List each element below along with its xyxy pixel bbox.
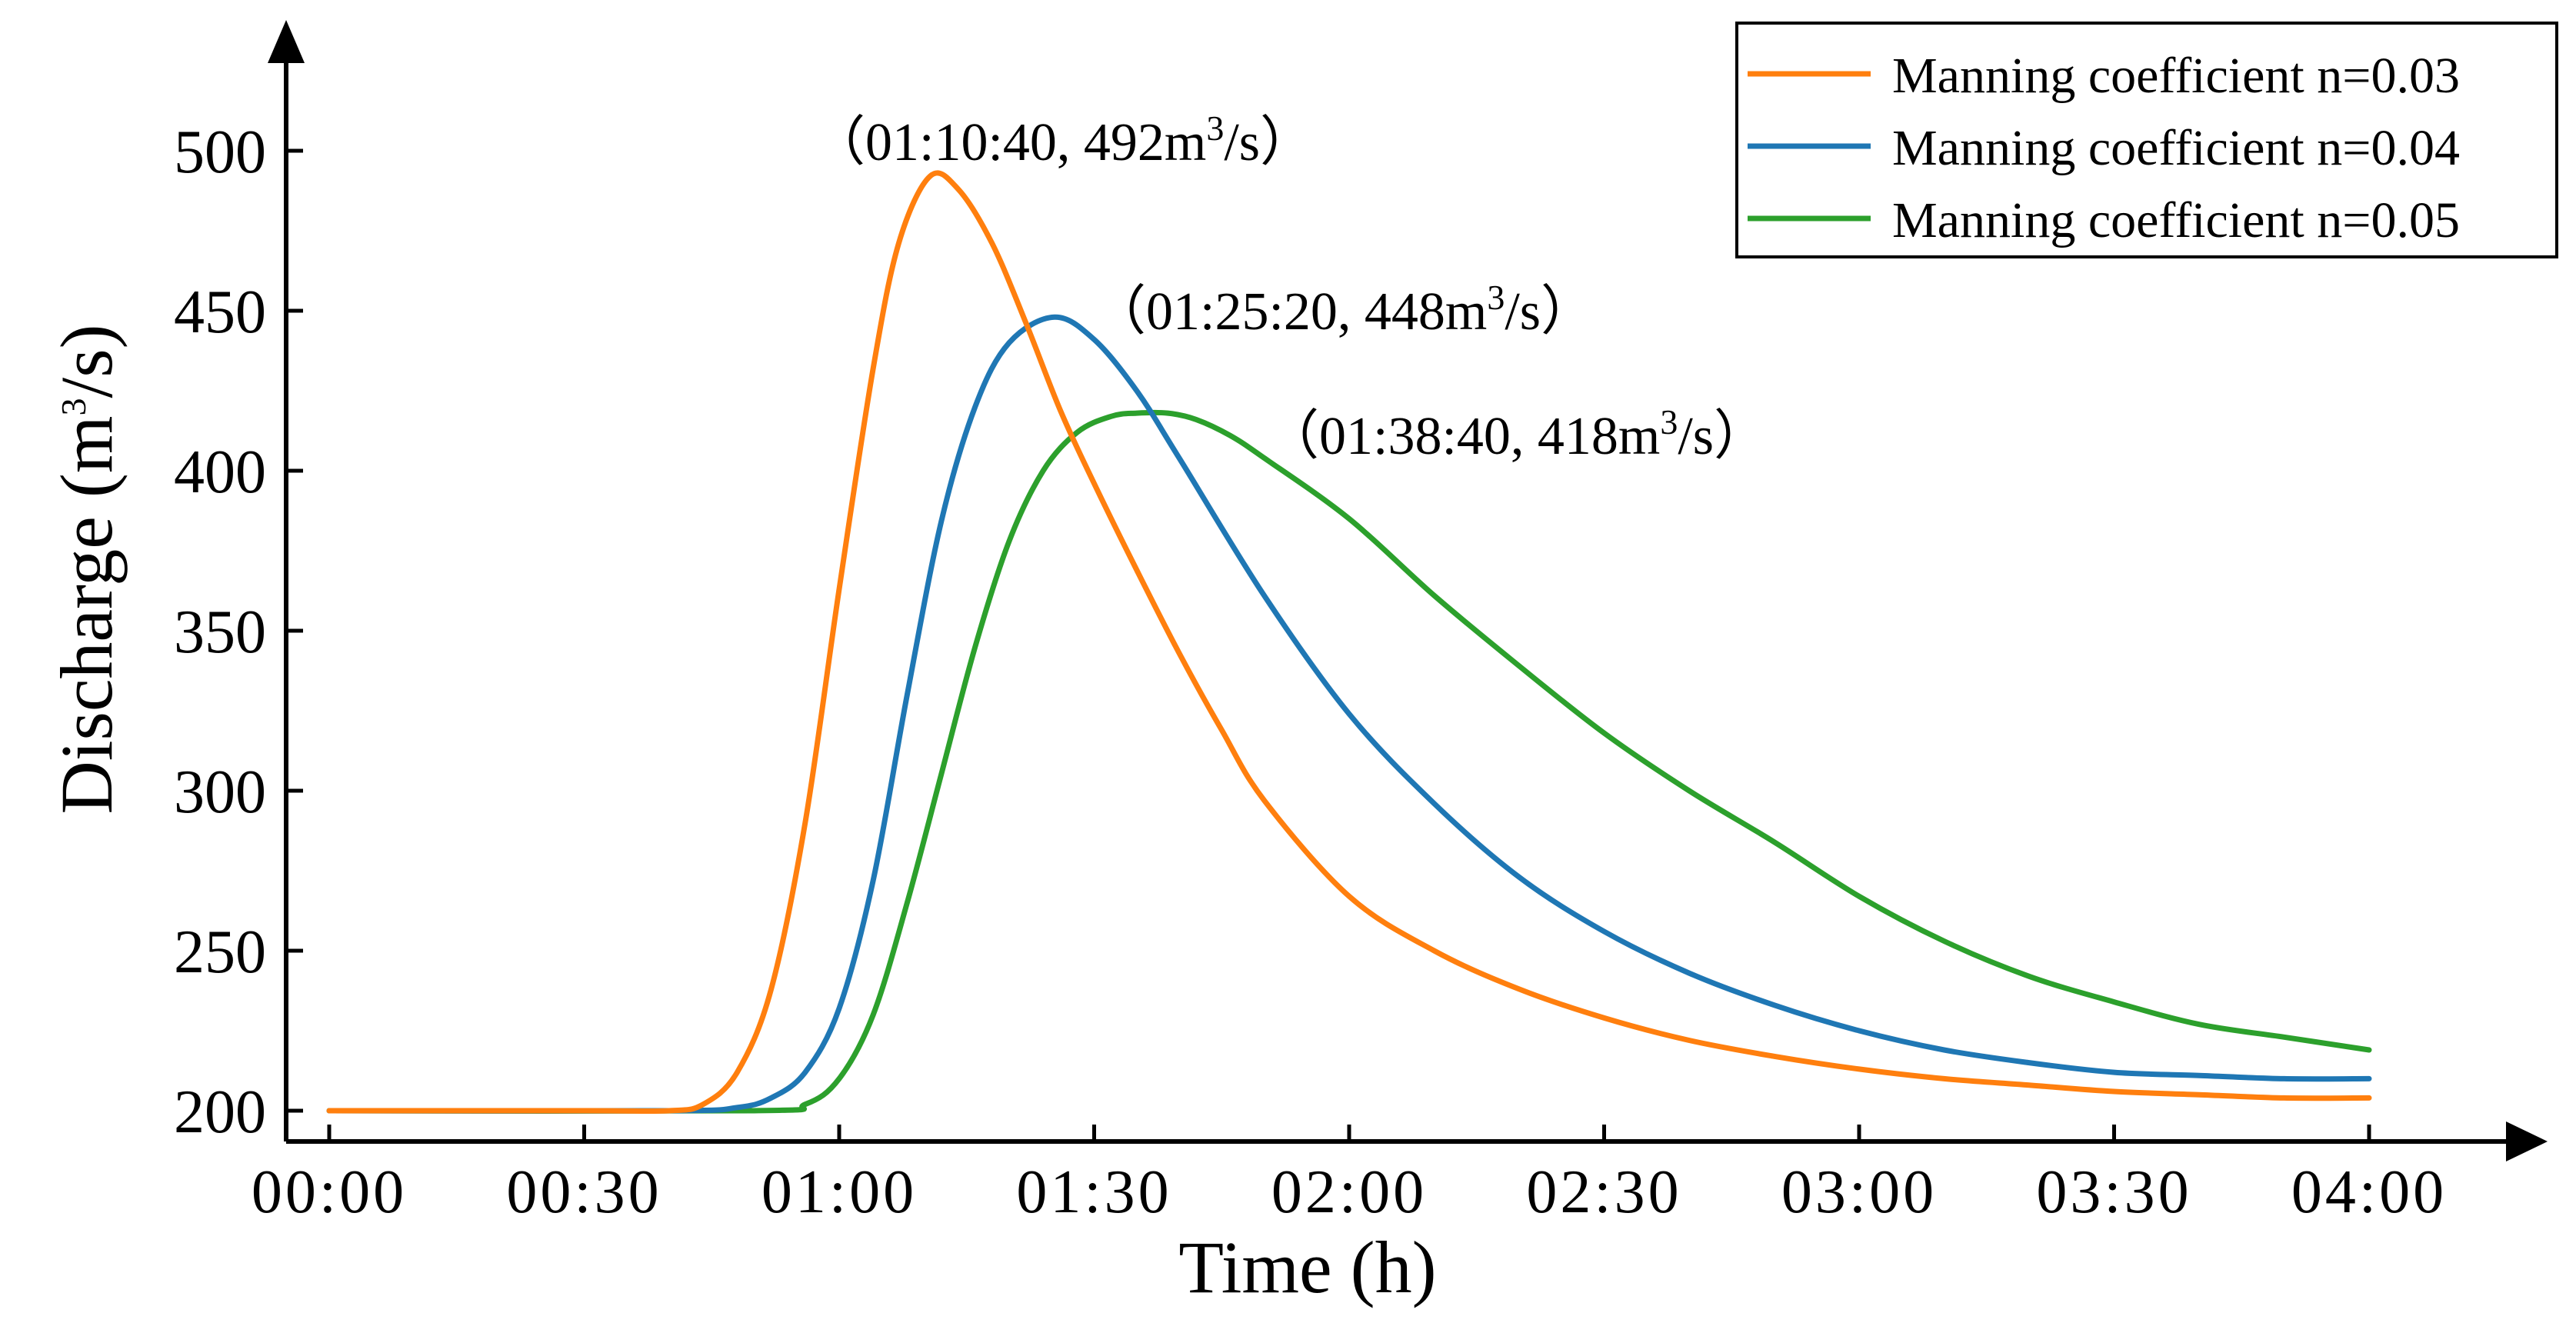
series-line-1 [326, 170, 2372, 1115]
legend-label-2: Manning coefficient n=0.04 [1892, 120, 2460, 176]
legend-label-3: Manning coefficient n=0.05 [1892, 192, 2460, 248]
series-line-2 [326, 314, 2372, 1114]
axes [268, 20, 2548, 1161]
x-axis-arrow [2506, 1121, 2548, 1161]
y-axis-title-unit: /s) [45, 324, 128, 398]
y-axis-title: Discharge (m3/s) [45, 324, 128, 814]
peak-annotation-sup: 3 [1487, 278, 1505, 317]
y-tick-label: 400 [174, 438, 266, 506]
tick-group: 200 250 300 350 400 450 500 00:00 00:30 01:00 01:3… [174, 118, 2447, 1226]
peak-annotation: （01:25:20, 448m3/s） [1092, 278, 1595, 342]
legend-box [1735, 22, 2558, 258]
x-tick-label: 03:30 [2036, 1158, 2191, 1226]
y-axis-title-main: Discharge (m [45, 415, 128, 814]
annotation-group: （01:10:40, 492m3/s）（01:25:20, 448m3/s）（0… [811, 108, 1768, 466]
x-tick-label: 03:00 [1781, 1158, 1937, 1226]
y-tick-label: 500 [174, 118, 266, 186]
peak-annotation-value: （01:25:20, 448m [1092, 282, 1487, 342]
y-axis-arrow [268, 20, 305, 63]
x-tick-label: 02:00 [1271, 1158, 1427, 1226]
x-tick-label: 00:00 [252, 1158, 407, 1226]
peak-annotation: （01:38:40, 418m3/s） [1265, 402, 1768, 466]
x-tick-label: 00:30 [506, 1158, 661, 1226]
legend: Manning coefficient n=0.03 Manning coeffi… [1735, 22, 2558, 258]
y-tick-label: 300 [174, 758, 266, 826]
peak-annotation-sup: 3 [1206, 108, 1224, 148]
x-tick-label: 01:30 [1016, 1158, 1171, 1226]
peak-annotation-unit: /s） [1678, 407, 1768, 466]
x-tick-label: 02:30 [1526, 1158, 1681, 1226]
y-axis-title-sup: 3 [54, 398, 93, 415]
peak-annotation-unit: /s） [1224, 113, 1314, 172]
y-tick-label: 250 [174, 918, 266, 986]
peak-annotation-unit: /s） [1505, 282, 1595, 342]
peak-annotation-sup: 3 [1660, 402, 1678, 442]
x-axis-title: Time (h) [1178, 1226, 1436, 1308]
y-tick-label: 350 [174, 598, 266, 666]
peak-annotation: （01:10:40, 492m3/s） [811, 108, 1314, 172]
x-tick-label: 01:00 [761, 1158, 917, 1226]
y-tick-label: 450 [174, 278, 266, 346]
series-group [326, 170, 2372, 1115]
legend-label-1: Manning coefficient n=0.03 [1892, 48, 2460, 104]
y-tick-label: 200 [174, 1078, 266, 1146]
x-tick-label: 04:00 [2291, 1158, 2447, 1226]
series-line-3 [326, 409, 2372, 1115]
peak-annotation-value: （01:10:40, 492m [811, 113, 1206, 172]
peak-annotation-value: （01:38:40, 418m [1265, 407, 1660, 466]
